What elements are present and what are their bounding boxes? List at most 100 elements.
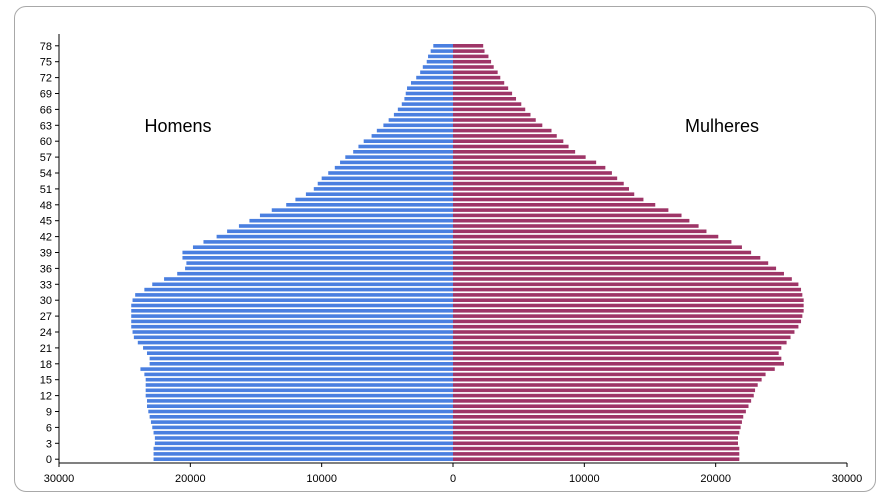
y-tick-label: 15 <box>40 375 52 387</box>
x-tick-label: 20000 <box>175 473 206 485</box>
y-tick-label: 3 <box>46 438 52 450</box>
bar-mulheres-age-14 <box>453 383 758 387</box>
bar-mulheres-age-3 <box>453 441 738 446</box>
bar-homens-age-16 <box>144 372 453 377</box>
bar-homens-age-19 <box>149 356 453 361</box>
bar-mulheres-age-75 <box>453 59 492 64</box>
bar-mulheres-age-45 <box>453 218 690 223</box>
bar-homens-age-45 <box>249 218 453 223</box>
bar-homens-age-26 <box>131 319 453 324</box>
bar-mulheres-age-62 <box>453 128 552 133</box>
bar-homens-age-47 <box>271 208 453 212</box>
bar-homens-age-61 <box>371 134 453 138</box>
bar-mulheres-age-49 <box>453 197 644 202</box>
bar-homens-age-23 <box>133 335 454 340</box>
y-tick-label: 36 <box>40 263 52 275</box>
bar-homens-age-39 <box>182 250 453 255</box>
y-tick-label: 0 <box>46 454 52 466</box>
bar-mulheres-age-61 <box>453 134 557 138</box>
bar-mulheres-age-55 <box>453 165 606 170</box>
bar-homens-age-42 <box>216 234 453 239</box>
bar-homens-age-15 <box>145 377 453 382</box>
bar-homens-age-35 <box>177 271 453 276</box>
bar-mulheres-age-31 <box>453 293 803 297</box>
bar-mulheres-age-33 <box>453 282 799 287</box>
bar-homens-age-77 <box>430 49 453 53</box>
y-tick-label: 24 <box>40 327 52 339</box>
y-tick-label: 60 <box>40 136 52 148</box>
bar-mulheres-age-25 <box>453 324 799 329</box>
bar-homens-age-22 <box>137 340 454 345</box>
x-ticks-group: 30000 20000 10000 0 10000 20000 30000 <box>44 463 863 485</box>
bar-mulheres-age-77 <box>453 49 485 53</box>
bar-mulheres-age-23 <box>453 335 791 340</box>
x-tick-label: 30000 <box>832 473 863 485</box>
bar-homens-age-14 <box>145 383 453 387</box>
bar-homens-age-18 <box>149 362 453 366</box>
y-tick-label: 12 <box>40 391 52 403</box>
bar-homens-age-64 <box>388 118 453 122</box>
bar-mulheres-age-63 <box>453 123 543 128</box>
bar-homens-age-73 <box>420 70 453 75</box>
bar-mulheres-age-56 <box>453 160 597 165</box>
y-tick-label: 72 <box>40 73 52 85</box>
bar-homens-age-63 <box>383 123 453 128</box>
y-tick-label: 33 <box>40 279 52 291</box>
y-tick-label: 48 <box>40 200 52 212</box>
bar-homens-age-37 <box>186 261 454 265</box>
bar-mulheres-age-51 <box>453 187 629 191</box>
x-tick-label: 10000 <box>569 473 600 485</box>
x-tick-label: 20000 <box>700 473 731 485</box>
bar-mulheres-age-35 <box>453 271 784 276</box>
bar-homens-age-75 <box>426 59 453 64</box>
bar-mulheres-age-65 <box>453 112 531 117</box>
bar-homens-age-44 <box>238 224 453 228</box>
bar-mulheres-age-69 <box>453 91 513 96</box>
bar-mulheres-age-12 <box>453 393 754 398</box>
bar-homens-age-32 <box>144 287 453 292</box>
bar-mulheres-age-19 <box>453 356 782 361</box>
y-tick-label: 30 <box>40 295 52 307</box>
bar-homens-age-3 <box>154 441 453 446</box>
bar-homens-age-62 <box>376 128 453 133</box>
bar-mulheres-age-47 <box>453 208 669 212</box>
bar-mulheres-age-48 <box>453 203 656 207</box>
bar-mulheres-age-44 <box>453 224 699 228</box>
bar-mulheres-age-71 <box>453 81 505 85</box>
bar-mulheres-age-46 <box>453 213 682 218</box>
bar-homens-age-66 <box>397 107 453 112</box>
bar-mulheres-age-28 <box>453 309 804 313</box>
bar-mulheres-age-24 <box>453 330 795 334</box>
bar-homens-age-60 <box>363 139 453 143</box>
bar-mulheres-age-8 <box>453 415 744 419</box>
bar-homens-age-76 <box>428 54 453 59</box>
y-tick-label: 18 <box>40 359 52 371</box>
bar-mulheres-age-36 <box>453 266 777 271</box>
bar-mulheres-age-60 <box>453 139 564 143</box>
bar-homens-age-0 <box>153 457 453 461</box>
y-tick-label: 27 <box>40 311 52 323</box>
bar-homens-age-50 <box>305 192 453 196</box>
bar-homens-age-55 <box>334 165 453 170</box>
bar-mulheres-age-43 <box>453 229 707 234</box>
bar-mulheres-age-78 <box>453 44 484 48</box>
bar-mulheres-age-40 <box>453 245 742 249</box>
bar-mulheres-age-70 <box>453 86 509 90</box>
bar-homens-age-67 <box>401 102 453 106</box>
bar-homens-age-48 <box>286 203 453 207</box>
y-tick-label: 69 <box>40 89 52 101</box>
bar-homens-age-6 <box>152 425 453 430</box>
bar-mulheres-age-10 <box>453 404 749 408</box>
bar-homens-age-8 <box>149 415 453 419</box>
bar-mulheres-age-68 <box>453 97 517 101</box>
bar-mulheres-age-1 <box>453 452 740 456</box>
y-tick-label: 45 <box>40 216 52 228</box>
bar-homens-age-5 <box>153 430 453 435</box>
bar-homens-age-74 <box>422 65 453 69</box>
bar-mulheres-age-64 <box>453 118 536 122</box>
bar-mulheres-age-21 <box>453 346 782 350</box>
bar-mulheres-age-72 <box>453 75 501 80</box>
bar-mulheres-age-26 <box>453 319 802 324</box>
bar-homens-age-31 <box>135 293 453 297</box>
